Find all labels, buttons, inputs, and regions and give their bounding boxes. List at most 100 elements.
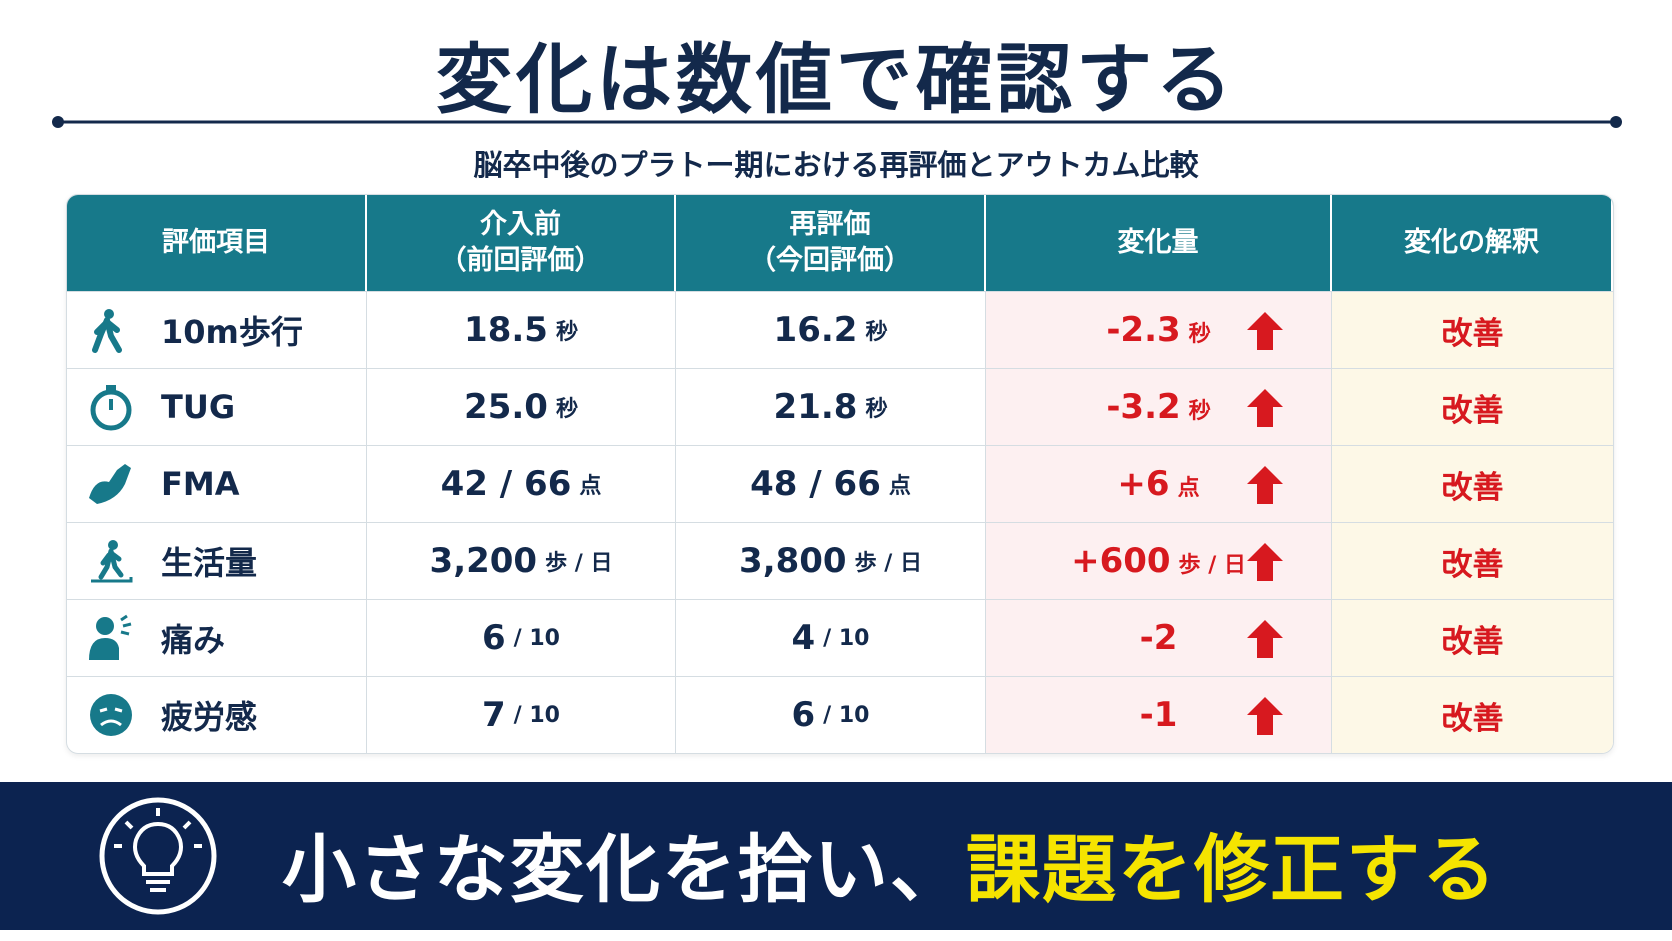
- item-name: 生活量: [161, 544, 258, 582]
- before-cell: 6 / 10: [367, 599, 676, 676]
- before-unit: 点: [579, 474, 602, 499]
- change-text: -3.2 秒: [1024, 387, 1294, 427]
- change-text: -2: [1024, 618, 1294, 658]
- item-icon: [89, 614, 132, 660]
- item-icon: [92, 309, 122, 353]
- after-cell: 48 / 66 点: [676, 445, 986, 522]
- interpretation-cell: 改善: [1332, 676, 1613, 753]
- after-unit: 点: [888, 474, 911, 499]
- before-unit: / 10: [513, 625, 560, 651]
- after-cell: 4 / 10: [676, 599, 986, 676]
- item-name: 痛み: [161, 621, 226, 659]
- item-cell: FMA: [67, 445, 367, 522]
- footer-message: 小さな変化を拾い、課題を修正する: [282, 810, 1498, 917]
- after-value: 16.2: [773, 310, 858, 350]
- header-text: 変化の解釈: [1404, 226, 1539, 258]
- change-cell: -2.3 秒: [986, 291, 1332, 368]
- change-value: +6: [1117, 464, 1170, 504]
- after-unit: / 10: [823, 625, 870, 651]
- item-icon: [91, 540, 133, 583]
- highlight: 課題を修正する: [966, 827, 1498, 913]
- change-unit: 秒: [1188, 399, 1211, 424]
- change-cell: -2: [986, 599, 1332, 676]
- up-arrow: [1247, 697, 1283, 735]
- before-cell: 42 / 66 点: [367, 445, 676, 522]
- item-icon: [89, 464, 131, 504]
- change-unit: 秒: [1188, 322, 1211, 347]
- item-name: 10m歩行: [161, 313, 303, 351]
- change-text: -2.3 秒: [1024, 310, 1294, 350]
- up-arrow: [1247, 620, 1283, 658]
- title: 変化は数値で確認する: [436, 35, 1236, 124]
- after-cell: 16.2 秒: [676, 291, 986, 368]
- before-value: 6: [482, 618, 506, 658]
- before-value: 7: [482, 695, 506, 735]
- after-value: 48 / 66: [750, 464, 881, 504]
- before-value: 3,200: [429, 541, 538, 581]
- interpretation-cell: 改善: [1332, 291, 1613, 368]
- change-value: -2.3: [1106, 310, 1181, 350]
- change-value: +600: [1071, 541, 1171, 581]
- after-value: 6: [791, 695, 816, 735]
- after-unit: / 10: [823, 702, 870, 728]
- change-unit: 点: [1177, 476, 1200, 501]
- before-cell: 3,200 歩 / 日: [367, 522, 676, 599]
- divider: [52, 116, 1622, 128]
- before-cell: 18.5 秒: [367, 291, 676, 368]
- change-cell: +6 点: [986, 445, 1332, 522]
- header-text: （今回評価）: [749, 245, 911, 276]
- header-cell: 評価項目: [67, 195, 367, 291]
- item-name: 疲労感: [161, 698, 258, 736]
- change-value: -2: [1139, 618, 1178, 658]
- change-cell: -1: [986, 676, 1332, 753]
- after-unit: 秒: [865, 397, 888, 422]
- header-cell: 変化の解釈: [1332, 195, 1613, 291]
- interpretation-cell: 改善: [1332, 599, 1613, 676]
- change-text: -1: [1024, 695, 1294, 735]
- up-arrow: [1247, 466, 1283, 504]
- change-cell: +600 歩 / 日: [986, 522, 1332, 599]
- before-cell: 25.0 秒: [367, 368, 676, 445]
- subtitle: 脳卒中後のプラトー期における再評価とアウトカム比較: [473, 148, 1199, 182]
- change-unit: 歩 / 日: [1178, 553, 1246, 578]
- after-value: 3,800: [739, 541, 847, 581]
- header-text: 変化量: [1117, 226, 1199, 258]
- after-cell: 3,800 歩 / 日: [676, 522, 986, 599]
- item-cell: TUG: [67, 368, 367, 445]
- change-value: -3.2: [1106, 387, 1181, 427]
- item-icon: [90, 385, 132, 431]
- change-text: +6 点: [1024, 464, 1294, 504]
- interpretation-cell: 改善: [1332, 445, 1613, 522]
- change-value: -1: [1139, 695, 1178, 735]
- item-cell: 10m歩行: [67, 291, 367, 368]
- up-arrow: [1247, 543, 1283, 581]
- item-icon: [90, 694, 132, 736]
- header-text: 再評価: [789, 208, 871, 240]
- before-value: 25.0: [464, 387, 548, 427]
- interpretation-cell: 改善: [1332, 368, 1613, 445]
- after-cell: 21.8 秒: [676, 368, 986, 445]
- before-unit: 秒: [555, 397, 578, 422]
- lightbulb-icon: [99, 797, 217, 915]
- item-name: TUG: [161, 388, 236, 426]
- item-cell: 痛み: [67, 599, 367, 676]
- change-text: +600 歩 / 日: [1024, 541, 1294, 581]
- up-arrow: [1247, 312, 1283, 350]
- item-cell: 生活量: [67, 522, 367, 599]
- after-unit: 秒: [865, 320, 888, 345]
- header-text: （前回評価）: [439, 245, 602, 276]
- header-text: 介入前: [480, 208, 561, 240]
- after-value: 4: [791, 618, 816, 658]
- header-text: 評価項目: [162, 226, 270, 258]
- item-name: FMA: [161, 465, 240, 503]
- after-value: 21.8: [773, 387, 858, 427]
- item-cell: 疲労感: [67, 676, 367, 753]
- before-unit: 歩 / 日: [545, 551, 613, 576]
- change-cell: -3.2 秒: [986, 368, 1332, 445]
- header-cell: 介入前 （前回評価）: [367, 195, 676, 291]
- footer-banner: 小さな変化を拾い、課題を修正する: [0, 782, 1672, 930]
- before-unit: / 10: [513, 702, 560, 728]
- comparison-table: 評価項目 介入前 （前回評価） 再評価 （今回評価） 変化量 変化の解釈 10m歩行 18.5 秒…: [66, 194, 1614, 754]
- before-unit: 秒: [555, 320, 578, 345]
